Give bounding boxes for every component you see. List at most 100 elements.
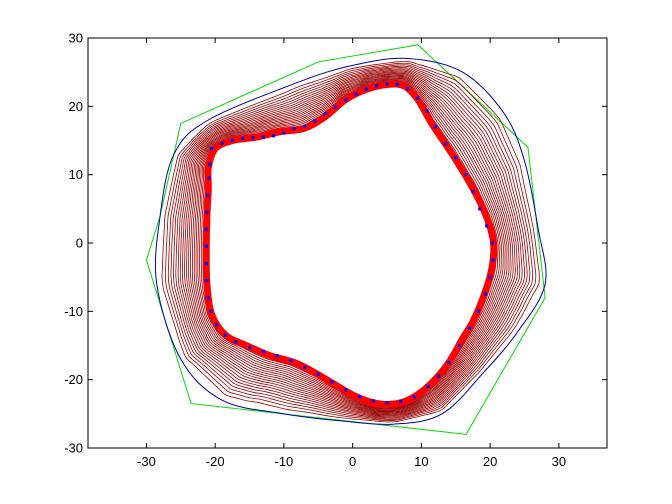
contour-line-16 [195, 78, 504, 409]
contour-line-4 [170, 65, 531, 419]
data-point-0 [210, 147, 214, 151]
data-point-42 [371, 399, 375, 403]
y-tick-label-0: -30 [64, 441, 83, 456]
x-tick-label-4: 10 [414, 454, 428, 469]
y-tick-label-2: -10 [64, 304, 83, 319]
contour-line-13 [190, 76, 510, 411]
contour-line-15 [193, 78, 506, 410]
data-point-54 [214, 323, 219, 327]
contour-line-7 [177, 69, 523, 416]
data-point-8 [292, 126, 296, 130]
data-point-36 [447, 360, 451, 365]
data-point-29 [490, 241, 494, 245]
data-point-60 [204, 227, 208, 231]
data-point-27 [478, 207, 482, 211]
contour-line-6 [175, 68, 525, 417]
data-point-34 [467, 326, 472, 331]
x-tick-label-0: -30 [137, 454, 156, 469]
contour-line-14 [191, 77, 508, 410]
data-point-53 [223, 333, 228, 337]
data-point-49 [275, 354, 279, 358]
contour-line-18 [199, 80, 501, 408]
data-point-28 [485, 224, 489, 228]
data-point-33 [476, 309, 481, 313]
data-point-1 [220, 141, 224, 145]
final-contour [202, 80, 498, 408]
data-point-40 [399, 399, 403, 404]
data-point-46 [316, 372, 320, 376]
data-point-50 [261, 350, 265, 354]
data-point-9 [302, 124, 307, 128]
data-point-48 [289, 358, 293, 363]
data-point-63 [207, 176, 211, 180]
y-tick-label-6: 30 [69, 31, 83, 46]
data-point-6 [272, 134, 276, 138]
data-point-16 [375, 84, 379, 88]
contour-line-19 [200, 81, 499, 407]
y-tick-label-5: 20 [69, 99, 83, 114]
contour-line-17 [197, 79, 503, 408]
data-point-18 [395, 82, 399, 87]
data-point-56 [206, 296, 210, 300]
data-point-21 [425, 109, 429, 113]
data-point-45 [330, 380, 334, 384]
data-point-26 [471, 190, 475, 194]
data-point-38 [426, 384, 430, 389]
data-point-43 [357, 395, 362, 399]
data-point-47 [302, 365, 307, 369]
data-point-30 [491, 258, 495, 262]
data-point-59 [204, 244, 208, 249]
y-tick-label-3: 0 [76, 236, 83, 251]
bounding-polygon [145, 44, 546, 435]
contour-line-2 [164, 62, 537, 421]
x-tick-label-3: 0 [349, 454, 356, 469]
outer-contour [154, 57, 547, 425]
data-point-20 [416, 96, 420, 100]
axis-ticks: -30 -20 -10 0 10 20 30 -30 -20 -10 0 10 20 30 [64, 31, 607, 469]
data-point-11 [323, 112, 327, 116]
data-point-64 [208, 162, 212, 167]
x-tick-label-5: 20 [483, 454, 497, 469]
data-point-37 [436, 374, 441, 378]
contour-line-1 [161, 61, 540, 423]
data-point-57 [205, 278, 209, 283]
data-point-23 [443, 142, 448, 146]
contour-line-9 [182, 71, 518, 414]
data-point-14 [354, 92, 358, 96]
data-point-51 [247, 345, 252, 350]
data-point-24 [454, 155, 458, 160]
data-point-62 [206, 193, 210, 197]
data-point-58 [204, 261, 208, 266]
data-point-13 [344, 98, 348, 102]
contour-line-11 [186, 73, 514, 413]
data-point-31 [488, 275, 492, 279]
data-point-22 [433, 125, 437, 129]
data-point-32 [483, 292, 487, 296]
data-point-55 [209, 309, 213, 313]
data-point-7 [282, 131, 286, 135]
x-tick-label-6: 30 [552, 454, 566, 469]
x-tick-label-2: -10 [275, 454, 294, 469]
contour-line-5 [173, 67, 528, 418]
data-point-12 [333, 105, 338, 109]
contour-line-3 [167, 64, 534, 420]
contour-line-8 [179, 70, 521, 415]
y-tick-label-1: -20 [64, 372, 83, 387]
plot-area [145, 44, 547, 435]
data-point-5 [261, 135, 265, 139]
data-point-17 [385, 82, 389, 86]
data-point-41 [385, 401, 389, 405]
contour-line-12 [188, 74, 512, 412]
data-point-2 [230, 138, 234, 143]
data-point-4 [251, 136, 255, 140]
data-point-15 [364, 87, 368, 91]
data-point-39 [412, 395, 417, 399]
y-tick-label-4: 10 [69, 167, 83, 182]
data-point-10 [313, 119, 317, 123]
x-tick-label-1: -20 [206, 454, 225, 469]
data-point-19 [406, 86, 410, 91]
data-point-52 [234, 340, 238, 344]
data-point-44 [344, 388, 348, 392]
